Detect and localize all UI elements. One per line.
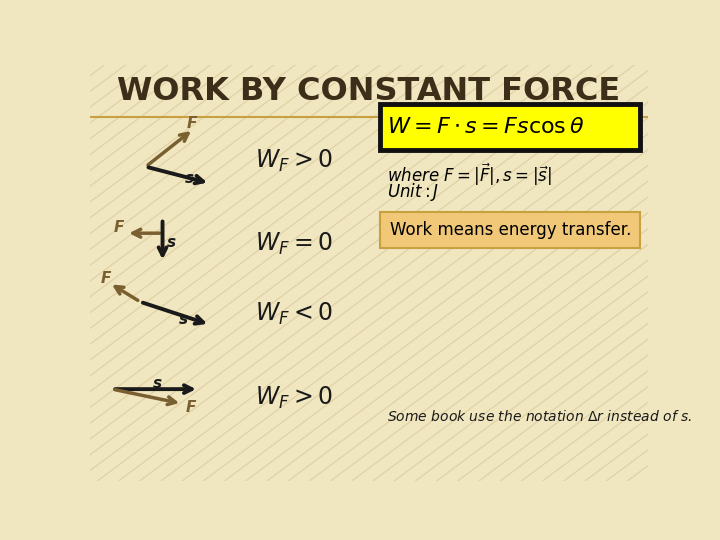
Text: $W_F < 0$: $W_F < 0$: [255, 301, 333, 327]
Text: F: F: [100, 272, 111, 286]
Text: $W_F > 0$: $W_F > 0$: [255, 147, 333, 173]
Text: Work means energy transfer.: Work means energy transfer.: [390, 221, 631, 239]
Text: s: s: [166, 235, 176, 250]
Text: s: s: [185, 171, 194, 186]
Text: $\mathit{Unit} : J$: $\mathit{Unit} : J$: [387, 180, 440, 202]
Text: $W_F > 0$: $W_F > 0$: [255, 384, 333, 410]
Text: s: s: [179, 312, 189, 327]
Text: $W = F \cdot s = Fs\cos\theta$: $W = F \cdot s = Fs\cos\theta$: [387, 117, 585, 137]
Text: WORK BY CONSTANT FORCE: WORK BY CONSTANT FORCE: [117, 76, 621, 107]
Text: $W_F = 0$: $W_F = 0$: [255, 231, 333, 256]
Text: F: F: [187, 116, 197, 131]
FancyBboxPatch shape: [380, 104, 639, 150]
Text: F: F: [114, 220, 125, 235]
FancyBboxPatch shape: [380, 212, 639, 248]
Text: F: F: [185, 400, 196, 415]
Text: where $F = |\vec{F}|, s = |\vec{s}|$: where $F = |\vec{F}|, s = |\vec{s}|$: [387, 162, 552, 188]
Text: Some book use the notation $\Delta r$ instead of $s$.: Some book use the notation $\Delta r$ in…: [387, 409, 693, 424]
Text: s: s: [153, 376, 161, 391]
